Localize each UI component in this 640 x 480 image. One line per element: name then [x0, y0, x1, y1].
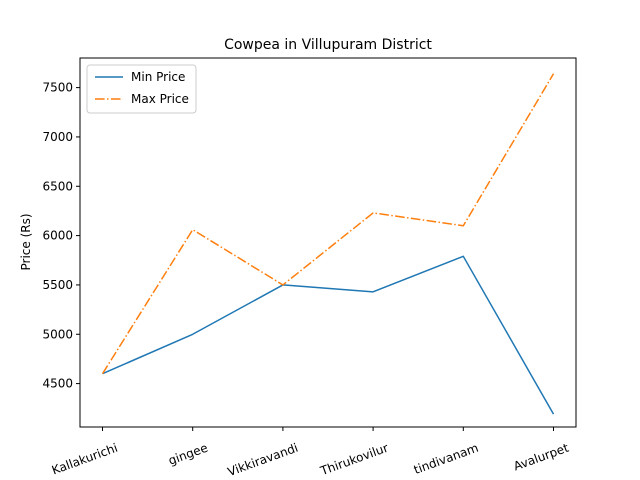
plot-area [79, 57, 577, 428]
x-tick-label: Avalurpet [512, 441, 571, 474]
series-line-max-price [101, 73, 555, 375]
x-axis: Kallakurichi gingee Vikkiravandi Thirukovil… [50, 427, 571, 479]
y-tick-label: 4500 [42, 377, 73, 391]
legend-label: Min Price [131, 70, 185, 84]
x-tick-label: Vikkiravandi [226, 441, 300, 479]
legend: Min Price Max Price [86, 64, 197, 114]
chart-title: Cowpea in Villupuram District [224, 37, 432, 53]
y-tick-label: 5500 [42, 278, 73, 292]
y-axis-label: Price (Rs) [19, 213, 33, 270]
y-axis: 4500 5000 5500 6000 6500 7000 7500 [42, 81, 80, 391]
y-tick-label: 5000 [42, 327, 73, 341]
x-tick-label: Kallakurichi [50, 441, 120, 478]
x-tick-label: gingee [166, 441, 209, 468]
y-tick-label: 7000 [42, 130, 73, 144]
y-tick-label: 6000 [42, 229, 73, 243]
y-tick-label: 7500 [42, 81, 73, 95]
series-layer [101, 73, 555, 415]
x-tick-label: Thirukovilur [318, 441, 390, 479]
series-line-min-price [102, 255, 555, 415]
y-tick-label: 6500 [42, 179, 73, 193]
x-tick-label: tindivanam [412, 441, 480, 477]
legend-label: Max Price [131, 92, 189, 106]
